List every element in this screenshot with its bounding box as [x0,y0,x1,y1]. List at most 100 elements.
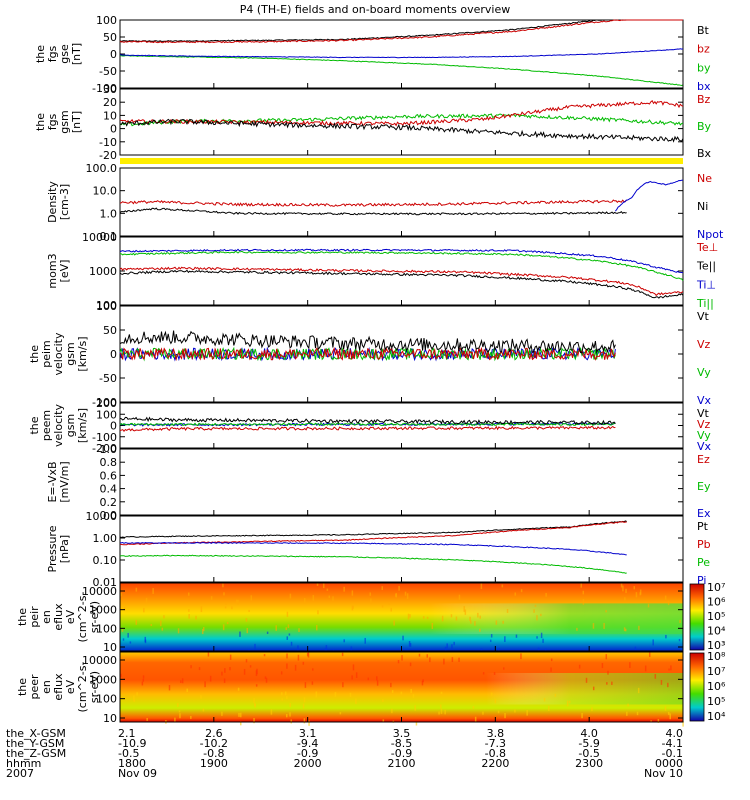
x-axis-end-date: Nov 10 [644,767,683,780]
x-axis-value: -0.5 [578,747,599,760]
heatmap-speckle [544,648,547,653]
x-axis-value: 2.6 [205,727,223,740]
y-tick-label: -10 [99,136,117,149]
heatmap-speckle [664,595,667,600]
heatmap-speckle [355,698,357,704]
heatmap-speckle [186,688,188,692]
heatmap-speckle [238,712,240,717]
heatmap-speckle [381,605,384,608]
heatmap-speckle [200,695,202,699]
y-axis-label: eV [64,679,77,694]
legend-entry: Vx [697,394,712,407]
heatmap-speckle [520,589,523,593]
heatmap-speckle [536,615,538,621]
heatmap-speckle [409,662,412,667]
x-axis-year: 2007 [6,767,34,780]
legend-entry: Bx [697,147,712,160]
heatmap-speckle [146,717,148,721]
heatmap-speckle [286,653,288,659]
heatmap-speckle [545,593,547,597]
x-axis-value: -4.1 [662,737,683,750]
y-axis-label: the [16,678,29,696]
heatmap-speckle [370,598,372,605]
y-axis-label: gsm [64,342,77,365]
x-axis-row-label: hhmm [6,757,41,770]
heatmap-speckle [582,590,585,595]
heatmap-speckle [243,668,246,675]
y-tick-label: 0.2 [100,496,118,509]
heatmap-speckle [458,657,460,662]
heatmap-speckle [376,680,379,686]
heatmap-speckle [624,597,626,601]
y-axis-label: velocity [52,404,65,447]
heatmap-speckle [328,595,331,598]
heatmap-speckle [355,672,358,678]
heatmap-speckle [657,719,660,723]
heatmap-speckle [289,593,292,599]
y-tick-label: -200 [92,442,117,455]
y-tick-label: 0 [110,348,117,361]
y-axis-label: en [40,610,53,624]
heatmap-speckle [592,623,595,629]
y-axis-label: fgs [46,45,59,62]
heatmap-speckle [426,616,429,619]
y-axis-label: Density [46,181,59,223]
heatmap-speckle [201,629,204,635]
colorbar-tick-label: 10⁵ [707,695,725,708]
y-tick-label: 50 [103,324,117,337]
series-Vt [119,330,616,354]
heatmap-speckle [280,671,283,675]
heatmap-speckle [441,615,444,622]
heatmap-speckle [402,635,404,641]
panel-density: Density [cm-3] [46,167,684,237]
colorbar-tick-label: 10⁸ [707,650,726,663]
x-axis-value: 1900 [200,757,228,770]
panel-peir-eflux: the peir en eflux eV (cm^2-s-sr-eV) [16,582,705,656]
x-axis-value: 2200 [481,757,509,770]
heatmap-speckle [626,711,628,716]
heatmap-speckle [129,641,132,644]
heatmap-speckle [669,713,671,720]
heatmap-speckle [540,632,543,639]
series-Ni [119,207,627,216]
heatmap-speckle [311,681,314,685]
y-axis-label: mom3 [46,253,59,288]
y-axis-label: Pressure [46,525,59,572]
x-axis-value: -0.8 [203,747,224,760]
heatmap-speckle [623,627,626,632]
heatmap-speckle [667,682,669,688]
y-tick-label: 100 [96,622,117,635]
heatmap-speckle [440,708,443,714]
heatmap-speckle [667,600,670,606]
series-Vy [119,422,616,427]
heatmap-speckle [409,643,412,647]
heatmap-speckle [534,604,537,607]
heatmap-speckle [226,621,229,625]
y-axis-label: the [28,345,41,363]
heatmap-speckle [566,700,569,707]
heatmap-speckle [237,599,239,605]
heatmap-speckle [682,721,684,727]
heatmap-speckle [297,654,300,661]
heatmap-speckle [463,606,465,612]
heatmap-speckle [479,628,481,632]
panel-pressure: Pressure [nPa] [46,515,684,583]
heatmap-speckle [450,614,453,618]
heatmap-speckle [458,594,461,600]
panel-peem-velocity: the peem velocity gsm [km/s] [28,402,684,449]
series-Bz [119,100,684,127]
heatmap-speckle [444,646,447,652]
heatmap-speckle [503,667,505,670]
heatmap-speckle [415,721,418,726]
heatmap-speckle [431,622,434,629]
heatmap-speckle [339,712,342,715]
heatmap-speckle [382,699,384,702]
y-tick-label: 0.4 [100,483,118,496]
heatmap-speckle [397,660,400,664]
heatmap-speckle [302,661,305,665]
series-Npot [615,179,684,212]
heatmap-speckle [391,690,394,693]
y-axis-label: fgs [46,113,59,130]
heatmap-speckle [253,698,255,704]
heatmap-speckle [290,719,292,724]
